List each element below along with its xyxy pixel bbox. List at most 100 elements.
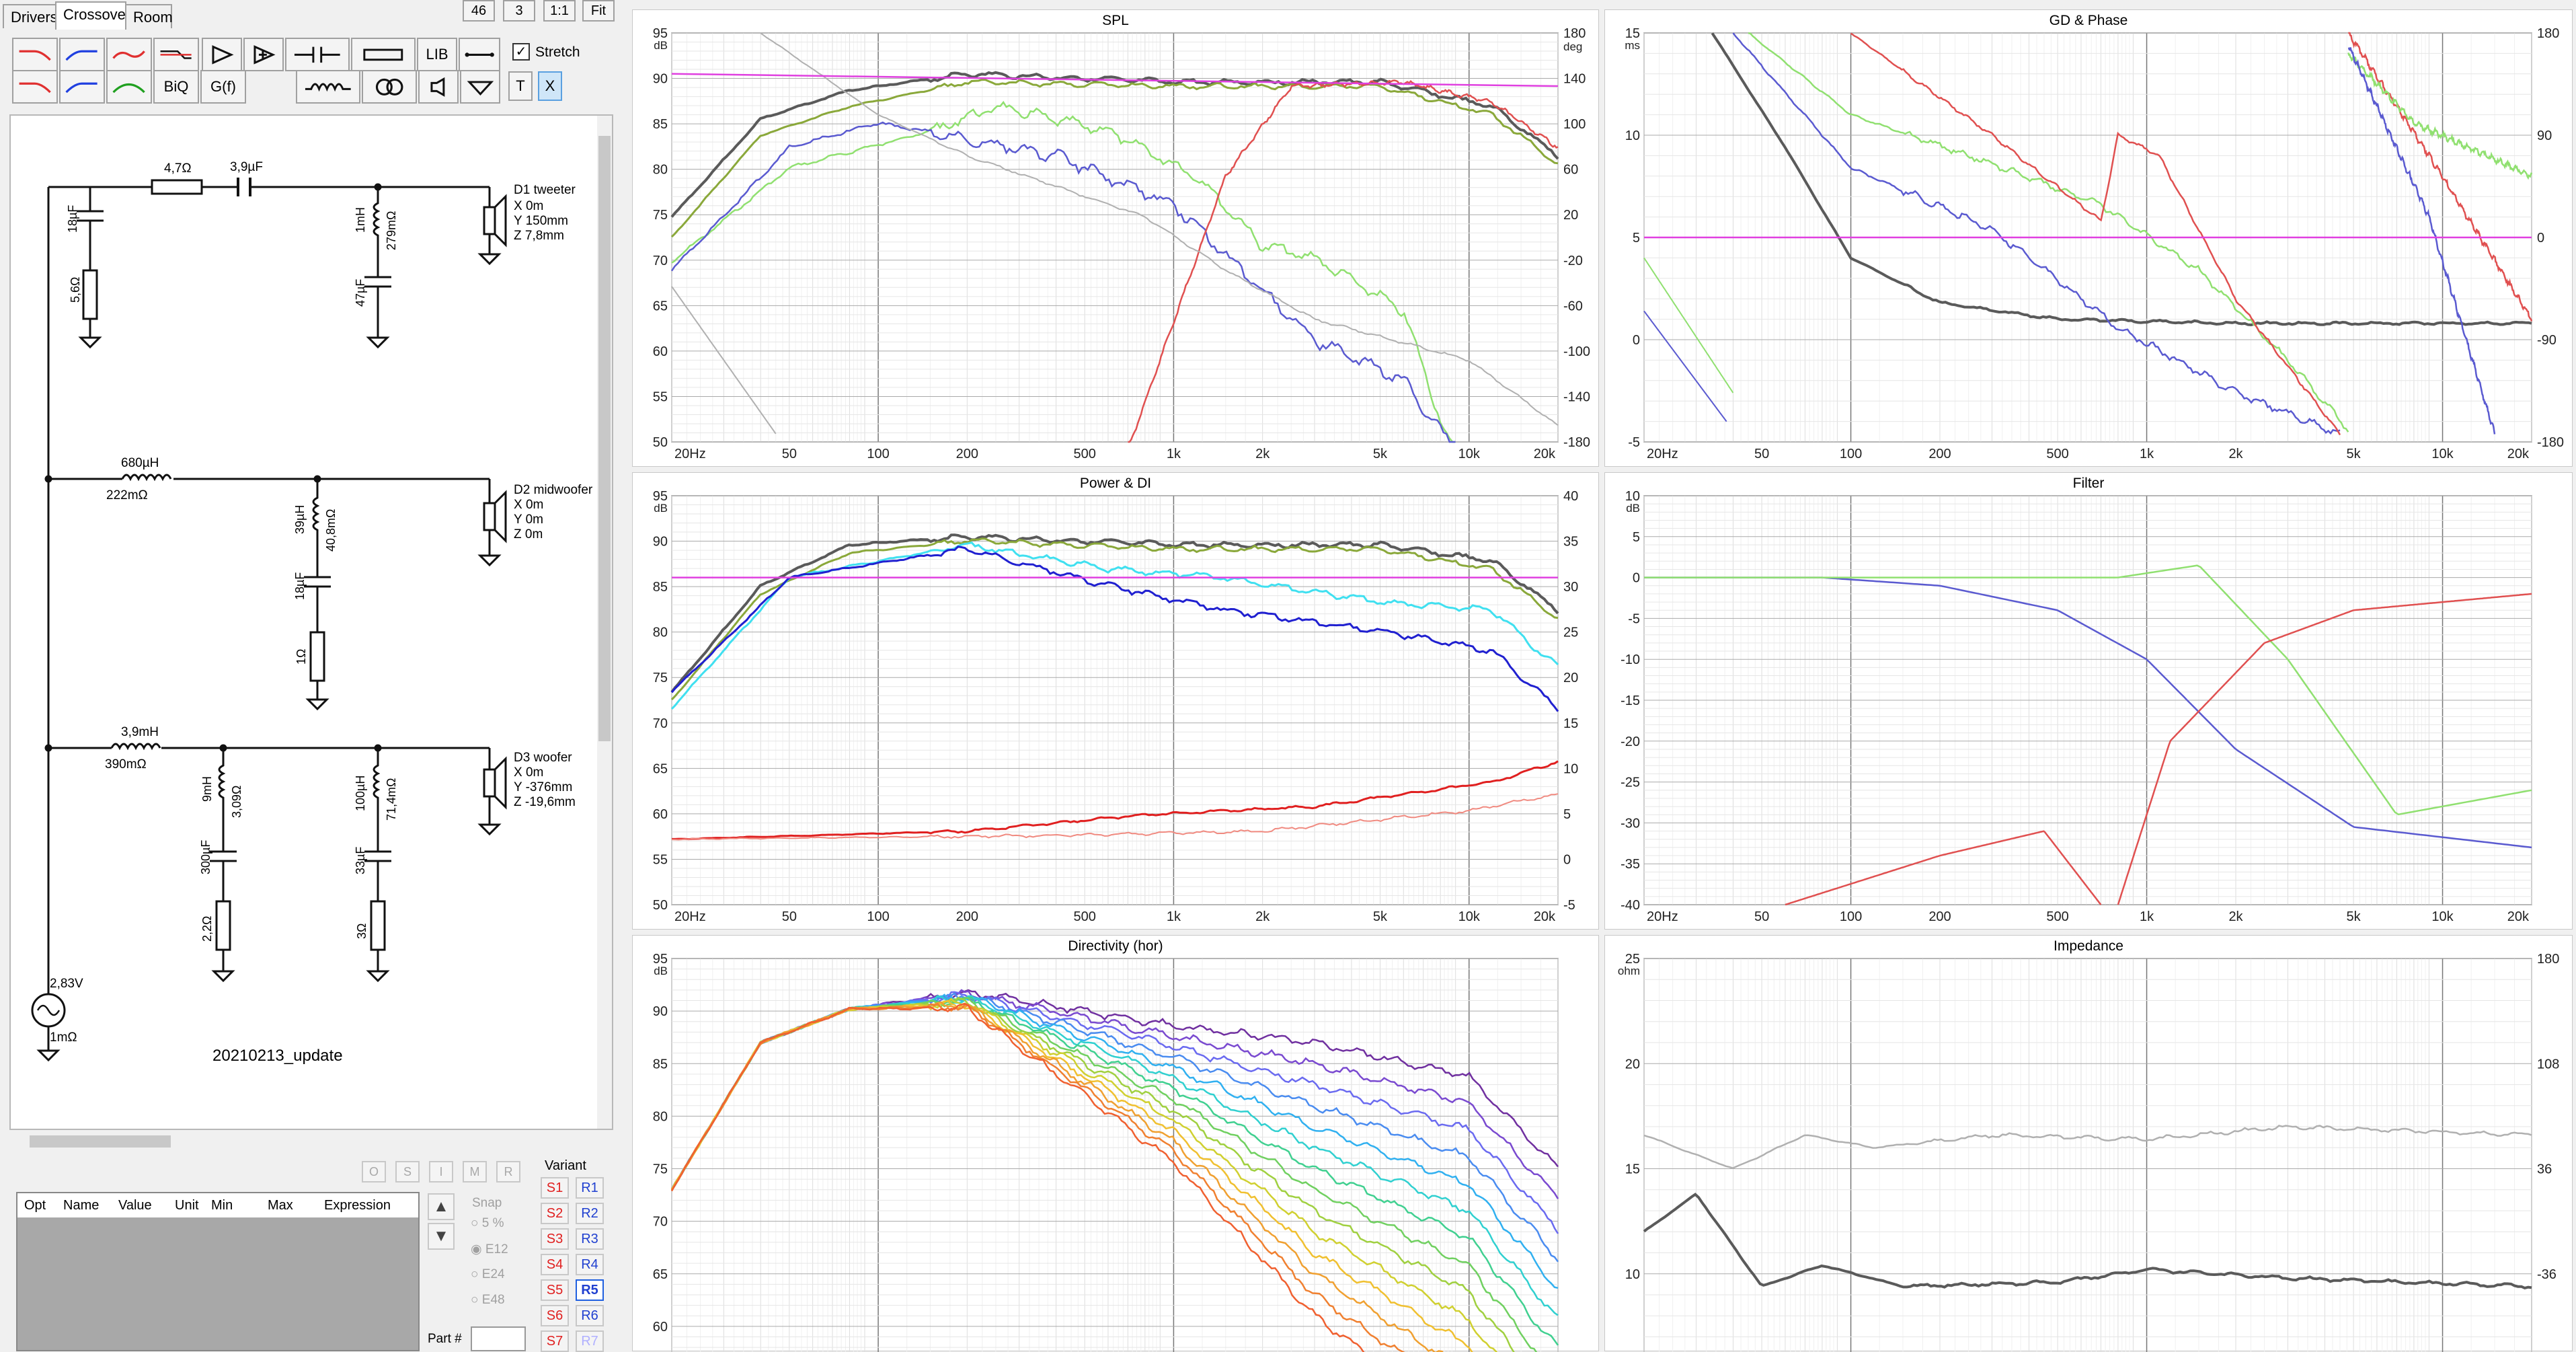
lowpass-icon bbox=[17, 42, 52, 67]
schematic-canvas[interactable]: 4,7Ω 3,9µF 18µF 5,6Ω 1mH 279mΩ 47µF D1 t… bbox=[9, 114, 613, 1130]
y-tick-label: 90 bbox=[653, 1004, 668, 1019]
variant-r3[interactable]: R3 bbox=[576, 1228, 604, 1250]
move-up-button[interactable]: ▲ bbox=[428, 1193, 455, 1220]
ground-button[interactable] bbox=[460, 70, 500, 104]
variant-r6[interactable]: R6 bbox=[576, 1305, 604, 1326]
notch-button[interactable] bbox=[153, 38, 199, 71]
snap-option-5pct[interactable]: ○ 5 % bbox=[471, 1216, 504, 1231]
x-tick-label: 5k bbox=[1373, 447, 1388, 461]
variant-s3[interactable]: S3 bbox=[541, 1228, 569, 1250]
bandpass-red-button[interactable] bbox=[106, 38, 152, 71]
lowpass2-button[interactable] bbox=[12, 70, 58, 104]
snap-option-e48[interactable]: ○ E48 bbox=[471, 1293, 505, 1308]
value2-button[interactable]: 3 bbox=[503, 0, 535, 22]
d1-y: Y 150mm bbox=[514, 214, 568, 229]
part-input[interactable] bbox=[471, 1326, 526, 1351]
y-right-tick-label: -140 bbox=[1563, 389, 1590, 404]
y-tick-label: 70 bbox=[653, 1215, 668, 1230]
x-tick-label: 100 bbox=[867, 447, 889, 461]
x-tick-label: 1k bbox=[1167, 909, 1181, 924]
y-right-tick-label: 100 bbox=[1563, 117, 1586, 132]
snap-option-e12[interactable]: ◉ E12 bbox=[471, 1242, 508, 1257]
bandpass-green-button[interactable] bbox=[106, 70, 152, 104]
opt-i-button[interactable]: I bbox=[429, 1161, 453, 1182]
text-button[interactable]: T bbox=[508, 71, 533, 101]
y-tick-label: -20 bbox=[1621, 735, 1640, 749]
buffer-button[interactable] bbox=[243, 38, 284, 71]
transformer-icon bbox=[368, 75, 410, 100]
x-tick-label: 100 bbox=[1840, 909, 1862, 924]
source-resistance-label: 1mΩ bbox=[50, 1030, 77, 1045]
resistor-button[interactable] bbox=[351, 38, 416, 71]
zoom-1to1-button[interactable]: 1:1 bbox=[543, 0, 576, 22]
inductor-button[interactable] bbox=[296, 70, 360, 104]
y-tick-label: 55 bbox=[653, 852, 668, 867]
gf-button[interactable]: G(f) bbox=[200, 70, 246, 104]
opt-s-button[interactable]: S bbox=[395, 1161, 420, 1182]
lib-button[interactable]: LIB bbox=[417, 38, 457, 71]
y-tick-label: 5 bbox=[1633, 231, 1640, 246]
variant-r1[interactable]: R1 bbox=[576, 1177, 604, 1199]
c-tweeter-notch-label: 47µF bbox=[354, 279, 368, 307]
project-name: 20210213_update bbox=[212, 1047, 343, 1065]
x-tick-label: 50 bbox=[1754, 909, 1769, 924]
amp-button[interactable] bbox=[202, 38, 242, 71]
x-tick-label: 20Hz bbox=[1647, 909, 1678, 924]
variant-s7[interactable]: S7 bbox=[541, 1330, 569, 1352]
capacitor-button[interactable] bbox=[285, 38, 350, 71]
tab-drivers[interactable]: Drivers bbox=[3, 4, 56, 28]
lowpass-red-button[interactable] bbox=[12, 38, 58, 71]
y-tick-label: 55 bbox=[653, 389, 668, 404]
parameter-table[interactable]: Opt Name Value Unit Min Max Expression bbox=[16, 1192, 420, 1351]
move-down-button[interactable]: ▼ bbox=[428, 1223, 455, 1250]
directivity-graph[interactable]: Directivity (hor) 959085807570656055dB bbox=[632, 935, 1599, 1351]
d1-name: D1 tweeter bbox=[514, 183, 576, 198]
variant-s2[interactable]: S2 bbox=[541, 1203, 569, 1224]
highpass-blue-button[interactable] bbox=[59, 38, 105, 71]
fit-button[interactable]: Fit bbox=[582, 0, 615, 22]
snap-option-e24[interactable]: ○ E24 bbox=[471, 1267, 505, 1282]
variant-s5[interactable]: S5 bbox=[541, 1279, 569, 1301]
stretch-checkbox[interactable]: ✓ bbox=[512, 43, 530, 61]
x-tick-label: 2k bbox=[2228, 909, 2243, 924]
y-right-tick-label: -60 bbox=[1563, 299, 1583, 313]
schematic-horizontal-scrollbar[interactable] bbox=[9, 1133, 613, 1149]
opt-o-button[interactable]: O bbox=[362, 1161, 386, 1182]
opt-m-button[interactable]: M bbox=[463, 1161, 487, 1182]
variant-r2[interactable]: R2 bbox=[576, 1203, 604, 1224]
y-right-tick-label: -5 bbox=[1563, 898, 1575, 913]
y-right-tick-label: -100 bbox=[1563, 344, 1590, 359]
variant-s1[interactable]: S1 bbox=[541, 1177, 569, 1199]
tab-room[interactable]: Room bbox=[125, 4, 172, 28]
highpass2-button[interactable] bbox=[59, 70, 105, 104]
l-w2-label: 100µH bbox=[354, 776, 368, 811]
schematic-vertical-scrollbar[interactable] bbox=[597, 116, 612, 1129]
variant-r4[interactable]: R4 bbox=[576, 1254, 604, 1275]
tab-crossover[interactable]: Crossover bbox=[55, 1, 126, 30]
d3-z: Z -19,6mm bbox=[514, 795, 576, 810]
transformer-button[interactable] bbox=[362, 70, 417, 104]
biq-button[interactable]: BiQ bbox=[153, 70, 199, 104]
y-right-tick-label: 140 bbox=[1563, 72, 1586, 87]
variant-r5[interactable]: R5 bbox=[576, 1279, 604, 1301]
impedance-graph[interactable]: Impedance 25201510518010836-36-108ohm bbox=[1604, 935, 2573, 1351]
x-button[interactable]: X bbox=[538, 71, 562, 101]
variant-s4[interactable]: S4 bbox=[541, 1254, 569, 1275]
variant-r7[interactable]: R7 bbox=[576, 1330, 604, 1352]
wire-button[interactable] bbox=[459, 38, 500, 71]
value1-button[interactable]: 46 bbox=[463, 0, 495, 22]
y-tick-label: 20 bbox=[1625, 1057, 1640, 1072]
speaker-button[interactable] bbox=[418, 70, 459, 104]
wire-icon bbox=[464, 42, 495, 67]
l-woofer-label: 3,9mH bbox=[121, 725, 159, 740]
y-tick-label: 75 bbox=[653, 208, 668, 223]
d2-x: X 0m bbox=[514, 498, 543, 513]
inductor-icon bbox=[303, 75, 353, 100]
opt-r-button[interactable]: R bbox=[496, 1161, 520, 1182]
variant-s6[interactable]: S6 bbox=[541, 1305, 569, 1326]
x-tick-label: 2k bbox=[2228, 447, 2243, 461]
